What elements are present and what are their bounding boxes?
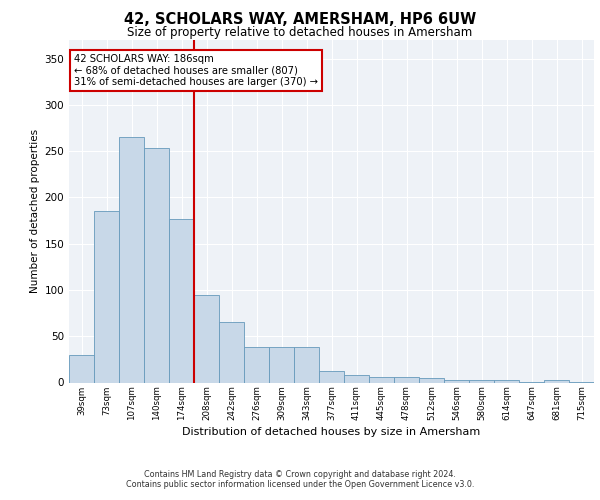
Text: 42, SCHOLARS WAY, AMERSHAM, HP6 6UW: 42, SCHOLARS WAY, AMERSHAM, HP6 6UW [124,12,476,28]
Bar [344,375,369,382]
Bar [244,348,269,382]
Bar [94,211,119,382]
Bar [419,378,444,382]
Bar [144,148,169,382]
Bar [169,218,194,382]
Bar [294,348,319,382]
Bar [469,380,494,382]
Bar [319,372,344,382]
Bar [444,380,469,382]
Text: Contains HM Land Registry data © Crown copyright and database right 2024.
Contai: Contains HM Land Registry data © Crown c… [126,470,474,489]
Text: 42 SCHOLARS WAY: 186sqm
← 68% of detached houses are smaller (807)
31% of semi-d: 42 SCHOLARS WAY: 186sqm ← 68% of detache… [74,54,318,87]
Bar [269,348,294,382]
Y-axis label: Number of detached properties: Number of detached properties [30,129,40,294]
Text: Size of property relative to detached houses in Amersham: Size of property relative to detached ho… [127,26,473,39]
Bar [119,137,144,382]
Bar [369,377,394,382]
Bar [494,380,519,382]
X-axis label: Distribution of detached houses by size in Amersham: Distribution of detached houses by size … [182,427,481,437]
Bar [69,354,94,382]
Bar [544,380,569,382]
Bar [394,377,419,382]
Bar [219,322,244,382]
Bar [194,294,219,382]
